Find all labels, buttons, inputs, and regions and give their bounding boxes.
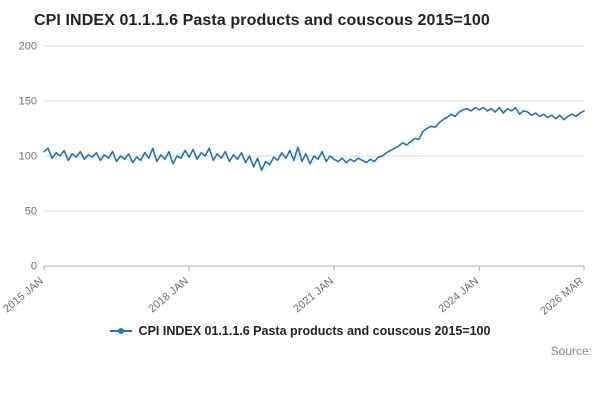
series-line-cpi-pasta[interactable] bbox=[43, 106, 585, 172]
y-axis-tick-label: 150 bbox=[19, 96, 37, 108]
x-axis-tick-label: 2026 MAR bbox=[538, 275, 586, 318]
y-axis-tick-label: 50 bbox=[25, 206, 37, 218]
source-label: Source: bbox=[550, 344, 592, 358]
y-axis-tick-label: 0 bbox=[31, 261, 37, 273]
x-axis-tick-label: 2024 JAN bbox=[436, 275, 481, 315]
x-axis-tick-label: 2015 JAN bbox=[1, 275, 46, 315]
y-axis-tick-label: 100 bbox=[19, 151, 37, 163]
chart-title: CPI INDEX 01.1.1.6 Pasta products and co… bbox=[34, 12, 490, 29]
y-axis-tick-label: 200 bbox=[19, 41, 37, 53]
legend[interactable]: CPI INDEX 01.1.1.6 Pasta products and co… bbox=[0, 324, 600, 338]
legend-line-marker-icon bbox=[109, 328, 132, 334]
line-chart: 0 50 100 150 200 2015 JAN 2018 JAN 2021 JAN 2024… bbox=[1, 41, 586, 318]
legend-label: CPI INDEX 01.1.1.6 Pasta products and co… bbox=[138, 324, 491, 338]
x-axis-tick-label: 2021 JAN bbox=[291, 275, 336, 315]
x-axis-tick-label: 2018 JAN bbox=[146, 275, 191, 315]
